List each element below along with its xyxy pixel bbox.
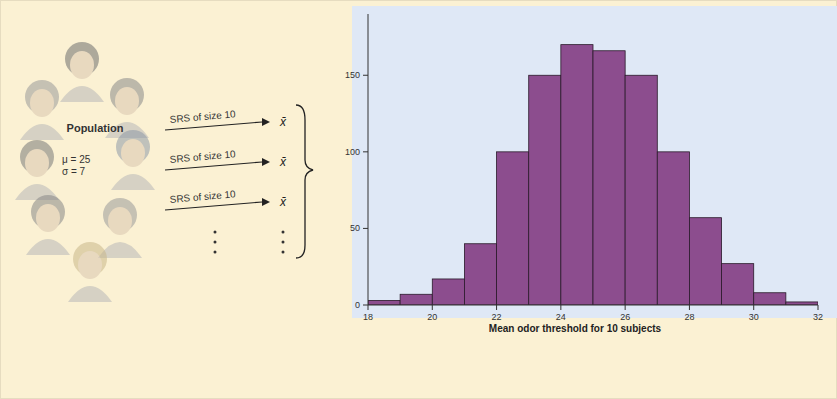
sample-label: SRS of size 10: [169, 108, 236, 125]
shoulders: [26, 239, 70, 255]
x-tick-label: 26: [620, 312, 630, 322]
sample-mean: x̄: [279, 195, 287, 209]
x-tick-label: 18: [363, 312, 373, 322]
face: [78, 251, 102, 279]
shoulders: [20, 124, 64, 140]
shoulders: [68, 286, 112, 302]
person-icon: [98, 198, 142, 258]
figure: Population μ = 25σ = 7 SRS of size 10 x̄ SRS…: [0, 0, 837, 399]
x-tick-label: 30: [749, 312, 759, 322]
parameter: σ = 7: [62, 166, 86, 177]
bar: [400, 294, 432, 305]
sample-label: SRS of size 10: [169, 188, 236, 205]
sample-mean: x̄: [279, 155, 287, 169]
person-icon: [60, 42, 104, 102]
bar: [529, 75, 561, 305]
x-tick: [432, 305, 433, 310]
bar: [689, 218, 721, 305]
ellipsis-dot: [282, 231, 285, 234]
x-tick: [496, 305, 497, 310]
x-tick: [689, 305, 690, 310]
x-axis-label: Mean odor threshold for 10 subjects: [489, 323, 662, 334]
x-tick: [368, 305, 369, 310]
ellipsis-dot: [282, 241, 285, 244]
face: [108, 207, 132, 235]
bar: [657, 152, 689, 305]
person-icon: [15, 140, 59, 200]
shoulders: [60, 86, 104, 102]
x-tick-label: 24: [556, 312, 566, 322]
face: [30, 89, 54, 117]
ellipsis-dot: [214, 231, 217, 234]
bar: [432, 279, 464, 305]
bars: [368, 45, 818, 305]
arrow-head: [262, 158, 270, 166]
y-tick: [363, 75, 368, 76]
bar: [464, 244, 496, 305]
sample-mean: x̄: [279, 115, 287, 129]
x-tick: [753, 305, 754, 310]
bar: [593, 51, 625, 305]
x-tick-label: 22: [492, 312, 502, 322]
y-axis: [368, 14, 369, 305]
bar: [368, 300, 400, 305]
x-tick-label: 28: [684, 312, 694, 322]
y-tick: [363, 228, 368, 229]
face: [25, 149, 49, 177]
x-tick-label: 20: [427, 312, 437, 322]
y-tick: [363, 151, 368, 152]
arrow-head: [262, 198, 270, 206]
ellipsis-dot: [282, 251, 285, 254]
y-tick-label: 150: [345, 70, 360, 80]
background: [1, 1, 837, 399]
x-tick-label: 32: [813, 312, 823, 322]
parameter: μ = 25: [62, 154, 91, 165]
y-tick-label: 100: [345, 147, 360, 157]
face: [115, 87, 139, 115]
brace: [296, 105, 313, 258]
y-tick-label: 50: [350, 223, 360, 233]
face: [121, 139, 145, 167]
bar: [625, 75, 657, 305]
bar: [561, 45, 593, 305]
arrow-head: [262, 118, 270, 126]
sample-label: SRS of size 10: [169, 148, 236, 165]
ellipsis-dot: [214, 251, 217, 254]
bar: [497, 152, 529, 305]
x-tick: [818, 305, 819, 310]
y-tick: [363, 305, 368, 306]
face: [36, 204, 60, 232]
person-icon: [20, 80, 64, 140]
plot-background: [352, 6, 837, 318]
x-tick: [560, 305, 561, 310]
x-tick: [625, 305, 626, 310]
bar: [754, 293, 786, 305]
person-icon: [68, 242, 112, 302]
shoulders: [111, 174, 155, 190]
population-label: Population: [67, 122, 124, 134]
y-tick-label: 0: [355, 300, 360, 310]
person-icon: [26, 195, 70, 255]
ellipsis-dot: [214, 241, 217, 244]
person-icon: [111, 130, 155, 190]
x-axis: [368, 305, 818, 306]
face: [70, 51, 94, 79]
bar: [722, 264, 754, 305]
